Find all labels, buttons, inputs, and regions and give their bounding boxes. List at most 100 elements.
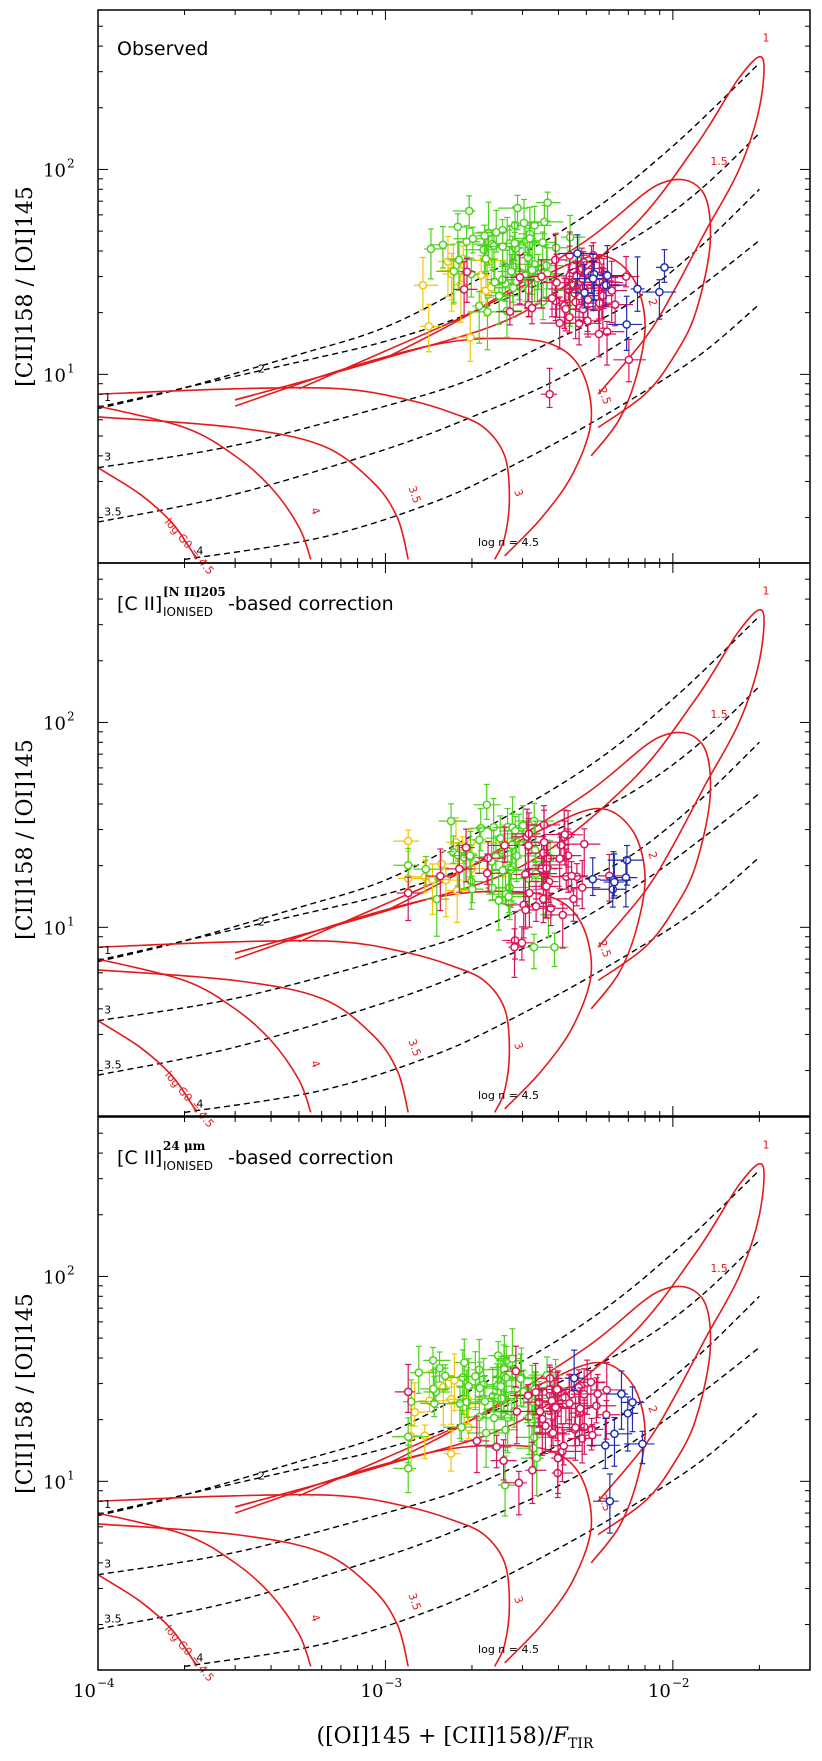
data-marker: [560, 830, 570, 839]
y-tick-label: 10: [43, 1472, 66, 1493]
data-point-magenta: [560, 861, 588, 892]
data-marker: [403, 836, 413, 846]
data-marker: [517, 938, 527, 948]
panel-frame: [97, 1116, 811, 1671]
density-label: 3.5: [104, 1612, 122, 1625]
data-marker: [403, 860, 413, 870]
data-point-magenta: [525, 1441, 547, 1505]
data-point-magenta: [570, 859, 601, 910]
g0-label: 1.5: [710, 155, 728, 168]
data-point-green: [495, 868, 523, 914]
data-marker: [527, 1465, 537, 1475]
data-marker: [468, 234, 478, 244]
panel-title-rest: -based correction: [228, 1147, 394, 1169]
g0-label: 2: [645, 1404, 660, 1415]
data-point-blue: [607, 844, 643, 886]
data-point-blue: [572, 263, 593, 309]
data-point-green: [423, 228, 447, 280]
data-point-green: [473, 783, 501, 820]
g0-label: 2.5: [595, 938, 613, 959]
data-marker: [537, 1414, 547, 1424]
data-point-green: [488, 1355, 512, 1395]
data-marker: [617, 1389, 626, 1399]
density-label: 1: [104, 1498, 111, 1511]
data-point-blue: [620, 1386, 645, 1433]
data-point-blue: [574, 253, 603, 312]
g0-label: 1.5: [710, 708, 728, 721]
data-marker: [429, 1384, 438, 1394]
y-tick-base: 10: [43, 1267, 66, 1288]
g0-curve-1: [234, 1163, 765, 1508]
data-point-green: [420, 1369, 450, 1402]
data-marker: [446, 1449, 456, 1459]
data-marker: [542, 881, 551, 891]
y-axis-label: [CII]158 / [OI]145: [13, 1293, 38, 1494]
density-curve-4: [184, 303, 760, 561]
density-label: log n = 4.5: [478, 536, 539, 549]
density-curve-2: [98, 685, 760, 961]
data-points: [391, 1328, 655, 1534]
data-marker: [552, 278, 561, 287]
data-point-green: [518, 238, 534, 288]
data-marker: [518, 821, 528, 830]
data-point-magenta: [545, 820, 575, 866]
data-point-magenta: [544, 280, 562, 318]
data-point-magenta: [503, 1345, 525, 1388]
data-point-yellow: [443, 1429, 462, 1472]
data-point-green: [517, 222, 537, 256]
data-marker: [531, 1387, 541, 1397]
g0-curve-4: [234, 1444, 593, 1664]
data-marker: [496, 1381, 506, 1391]
data-marker: [519, 218, 529, 228]
data-marker: [483, 853, 493, 863]
data-point-green: [457, 225, 481, 258]
data-point-magenta: [549, 277, 583, 332]
g0-curve-8: [98, 1020, 198, 1113]
density-label: 3: [104, 1003, 111, 1016]
data-marker: [480, 231, 490, 241]
data-marker: [586, 1377, 596, 1387]
data-marker: [538, 238, 548, 247]
x-tick-label: 10: [361, 1681, 384, 1702]
data-marker: [403, 1463, 413, 1473]
data-point-magenta: [477, 840, 507, 893]
y-tick-exponent: 1: [67, 1468, 75, 1482]
data-marker: [525, 888, 534, 898]
data-marker: [578, 304, 588, 314]
data-marker: [426, 244, 436, 254]
data-point-blue: [586, 857, 601, 897]
data-point-green: [453, 226, 488, 254]
data-marker: [428, 1356, 438, 1365]
data-point-magenta: [543, 1371, 569, 1405]
density-label: log n = 4.5: [478, 1089, 539, 1102]
data-marker: [542, 261, 551, 270]
data-marker: [527, 265, 537, 275]
y-tick-label: 10: [43, 713, 66, 734]
y-tick-exponent: 2: [67, 709, 75, 723]
data-marker: [532, 1453, 542, 1463]
data-marker: [565, 1398, 574, 1408]
data-point-green: [420, 1375, 453, 1418]
data-point-green: [476, 209, 506, 253]
data-point-green: [483, 231, 516, 284]
x-tick-exponent: −4: [97, 1676, 115, 1690]
density-curve-4: [184, 856, 760, 1114]
data-marker: [621, 272, 631, 281]
g0-label: 1: [762, 1139, 769, 1152]
g0-label: 2: [645, 297, 660, 308]
data-marker: [457, 1422, 466, 1432]
panel-title-main: [C II]: [117, 1147, 162, 1169]
data-marker: [622, 855, 632, 865]
data-marker: [594, 329, 604, 339]
g0-label: 3.5: [405, 1591, 423, 1612]
g0-curve-5: [98, 386, 511, 560]
data-point-blue: [606, 1416, 633, 1467]
data-marker: [495, 833, 505, 843]
panel-title-main: [C II]: [117, 593, 162, 615]
density-curve-1: [98, 615, 760, 963]
data-point-blue: [603, 853, 624, 897]
data-marker: [628, 1398, 637, 1407]
data-point-green: [466, 1408, 503, 1468]
data-marker: [437, 859, 446, 869]
data-point-green: [472, 828, 487, 874]
